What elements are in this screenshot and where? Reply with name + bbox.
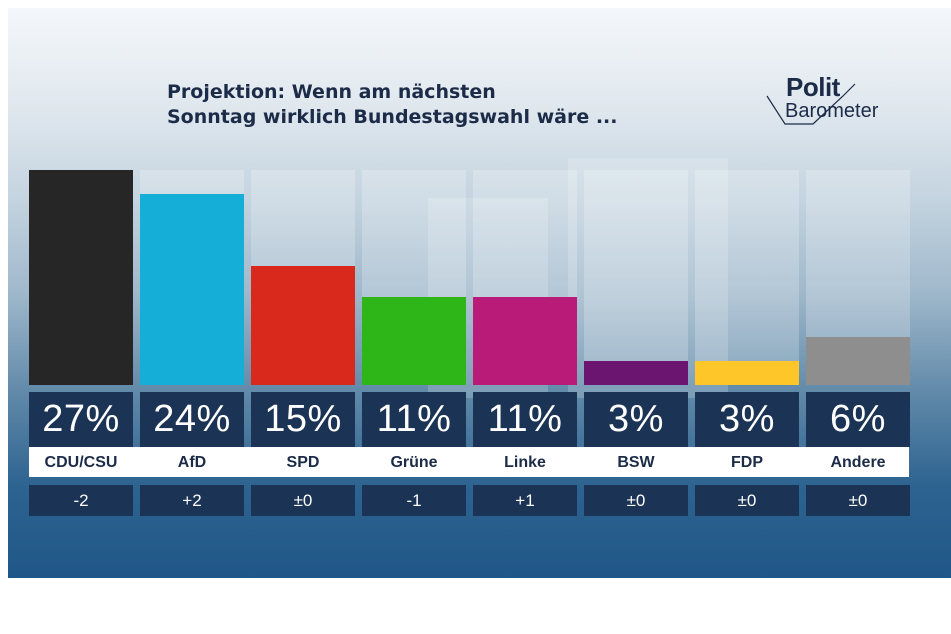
category-label: BSW bbox=[617, 454, 655, 471]
change-label: ±0 bbox=[806, 485, 910, 516]
bar-value-label: 27% bbox=[29, 392, 133, 447]
bar-column-background bbox=[584, 170, 688, 385]
bar-column-background bbox=[695, 170, 799, 385]
change-label: +1 bbox=[473, 485, 577, 516]
category-label: AfD bbox=[177, 454, 207, 471]
category-label: CDU/CSU bbox=[44, 454, 118, 471]
chart-title-line-1: Projektion: Wenn am nächsten bbox=[167, 81, 496, 103]
logo-text-polit: Polit bbox=[786, 72, 840, 102]
checkmark-icon bbox=[766, 83, 856, 125]
change-label: ±0 bbox=[584, 485, 688, 516]
bar-value-label: 11% bbox=[473, 392, 577, 447]
bar-value-label: 3% bbox=[584, 392, 688, 447]
change-label: -2 bbox=[29, 485, 133, 516]
bar bbox=[695, 361, 799, 385]
politbarometer-logo: Polit Barometer bbox=[763, 72, 893, 136]
background-building-shape bbox=[568, 158, 728, 398]
category-label: Andere bbox=[830, 454, 886, 471]
bar-value-label: 24% bbox=[140, 392, 244, 447]
chart-title: Projektion: Wenn am nächsten Sonntag wir… bbox=[167, 80, 617, 130]
category-label: Grüne bbox=[390, 454, 438, 471]
bar-value-label: 11% bbox=[362, 392, 466, 447]
bar bbox=[140, 193, 244, 385]
bar bbox=[473, 297, 577, 385]
bar-value-label: 3% bbox=[695, 392, 799, 447]
category-label: Linke bbox=[504, 454, 546, 471]
bar bbox=[251, 265, 355, 385]
category-label-strip bbox=[29, 447, 909, 477]
logo-text-barometer: Barometer bbox=[785, 100, 879, 122]
bar bbox=[806, 337, 910, 385]
bar-value-label: 6% bbox=[806, 392, 910, 447]
chart-title-line-2: Sonntag wirklich Bundestagswahl wäre ... bbox=[167, 106, 618, 128]
change-label: +2 bbox=[140, 485, 244, 516]
change-label: ±0 bbox=[251, 485, 355, 516]
bar bbox=[362, 297, 466, 385]
bar bbox=[29, 170, 133, 385]
change-label: ±0 bbox=[695, 485, 799, 516]
category-label: SPD bbox=[286, 454, 320, 471]
category-label: FDP bbox=[731, 454, 763, 471]
change-label: -1 bbox=[362, 485, 466, 516]
bar bbox=[584, 361, 688, 385]
bar-value-label: 15% bbox=[251, 392, 355, 447]
